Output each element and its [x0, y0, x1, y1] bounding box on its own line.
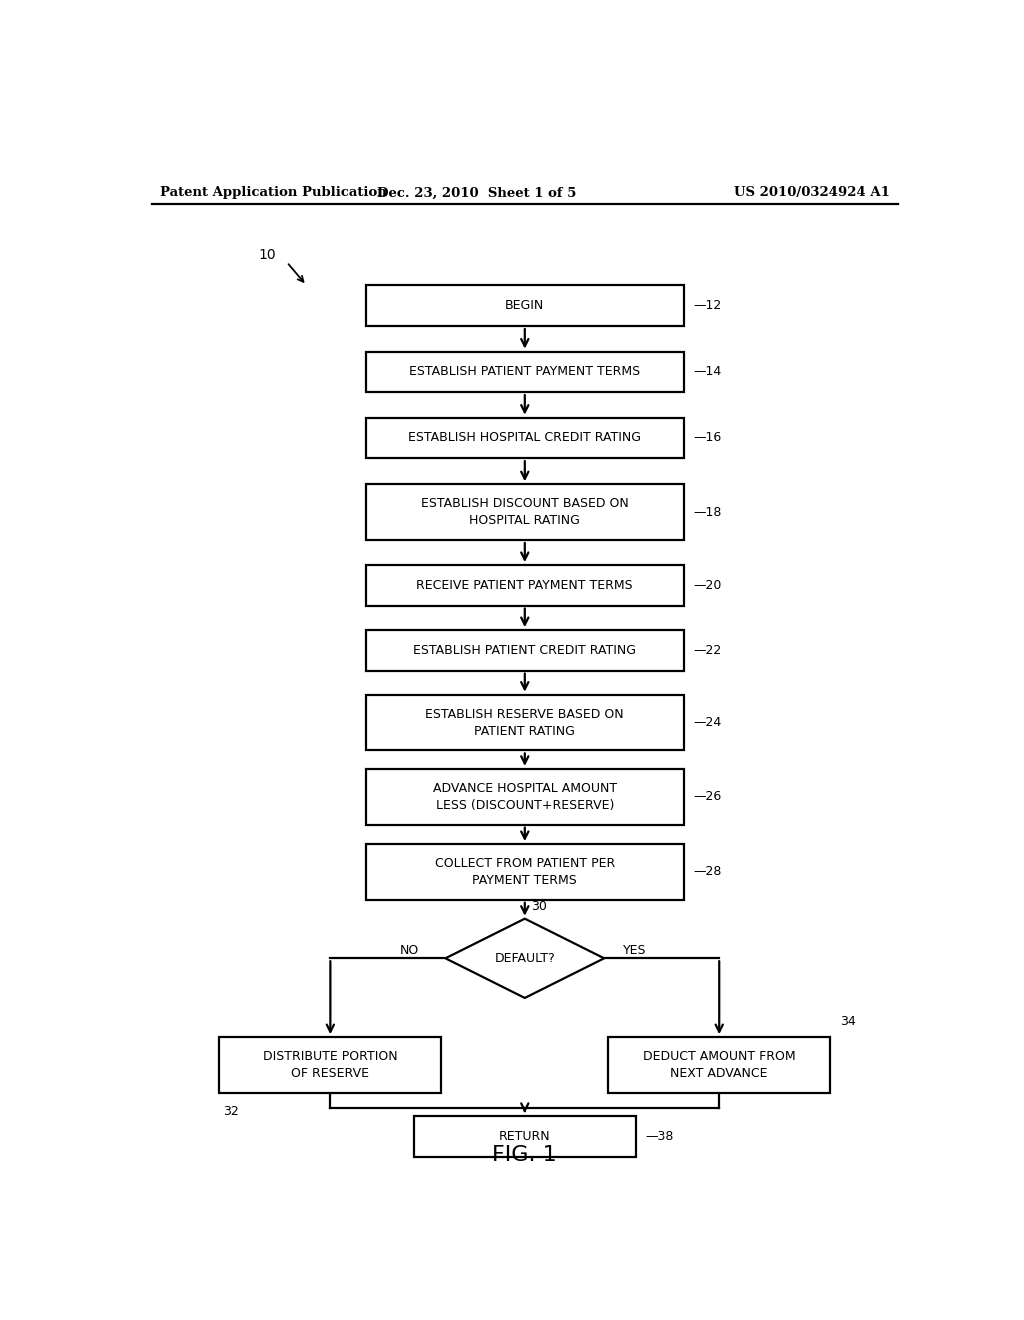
Text: COLLECT FROM PATIENT PER
PAYMENT TERMS: COLLECT FROM PATIENT PER PAYMENT TERMS	[434, 857, 615, 887]
Text: DISTRIBUTE PORTION
OF RESERVE: DISTRIBUTE PORTION OF RESERVE	[263, 1049, 397, 1080]
Text: ESTABLISH RESERVE BASED ON
PATIENT RATING: ESTABLISH RESERVE BASED ON PATIENT RATIN…	[426, 708, 624, 738]
Text: US 2010/0324924 A1: US 2010/0324924 A1	[734, 186, 890, 199]
Text: ADVANCE HOSPITAL AMOUNT
LESS (DISCOUNT+RESERVE): ADVANCE HOSPITAL AMOUNT LESS (DISCOUNT+R…	[433, 781, 616, 812]
Text: ESTABLISH DISCOUNT BASED ON
HOSPITAL RATING: ESTABLISH DISCOUNT BASED ON HOSPITAL RAT…	[421, 498, 629, 527]
Text: RETURN: RETURN	[499, 1130, 551, 1143]
Text: —38: —38	[645, 1130, 674, 1143]
Text: —14: —14	[693, 366, 721, 379]
Text: —18: —18	[693, 506, 722, 519]
Text: —22: —22	[693, 644, 721, 657]
Text: BEGIN: BEGIN	[505, 300, 545, 313]
Text: —28: —28	[693, 866, 722, 878]
Text: —26: —26	[693, 791, 721, 803]
Text: 32: 32	[223, 1105, 239, 1118]
Text: YES: YES	[623, 944, 646, 957]
Text: Patent Application Publication: Patent Application Publication	[160, 186, 386, 199]
Bar	[367, 484, 684, 540]
Text: RECEIVE PATIENT PAYMENT TERMS: RECEIVE PATIENT PAYMENT TERMS	[417, 578, 633, 591]
Text: NO: NO	[400, 944, 420, 957]
Text: —20: —20	[693, 578, 722, 591]
Text: —12: —12	[693, 300, 721, 313]
Bar	[367, 843, 684, 900]
Text: DEDUCT AMOUNT FROM
NEXT ADVANCE: DEDUCT AMOUNT FROM NEXT ADVANCE	[643, 1049, 796, 1080]
Bar	[367, 351, 684, 392]
Text: —16: —16	[693, 432, 721, 445]
Text: ESTABLISH PATIENT CREDIT RATING: ESTABLISH PATIENT CREDIT RATING	[414, 644, 636, 657]
Bar	[414, 1115, 636, 1156]
Bar	[219, 1038, 441, 1093]
Bar	[367, 768, 684, 825]
Text: DEFAULT?: DEFAULT?	[495, 952, 555, 965]
Text: ESTABLISH HOSPITAL CREDIT RATING: ESTABLISH HOSPITAL CREDIT RATING	[409, 432, 641, 445]
Bar	[367, 694, 684, 751]
Text: 30: 30	[531, 900, 547, 913]
Text: 34: 34	[840, 1015, 856, 1028]
Bar	[608, 1038, 830, 1093]
Bar	[367, 565, 684, 606]
Text: ESTABLISH PATIENT PAYMENT TERMS: ESTABLISH PATIENT PAYMENT TERMS	[410, 366, 640, 379]
Text: FIG. 1: FIG. 1	[493, 1144, 557, 1164]
Bar	[367, 285, 684, 326]
Text: Dec. 23, 2010  Sheet 1 of 5: Dec. 23, 2010 Sheet 1 of 5	[378, 186, 577, 199]
Text: 10: 10	[258, 248, 275, 261]
Bar	[367, 630, 684, 671]
Text: —24: —24	[693, 715, 721, 729]
Bar	[367, 417, 684, 458]
Polygon shape	[445, 919, 604, 998]
